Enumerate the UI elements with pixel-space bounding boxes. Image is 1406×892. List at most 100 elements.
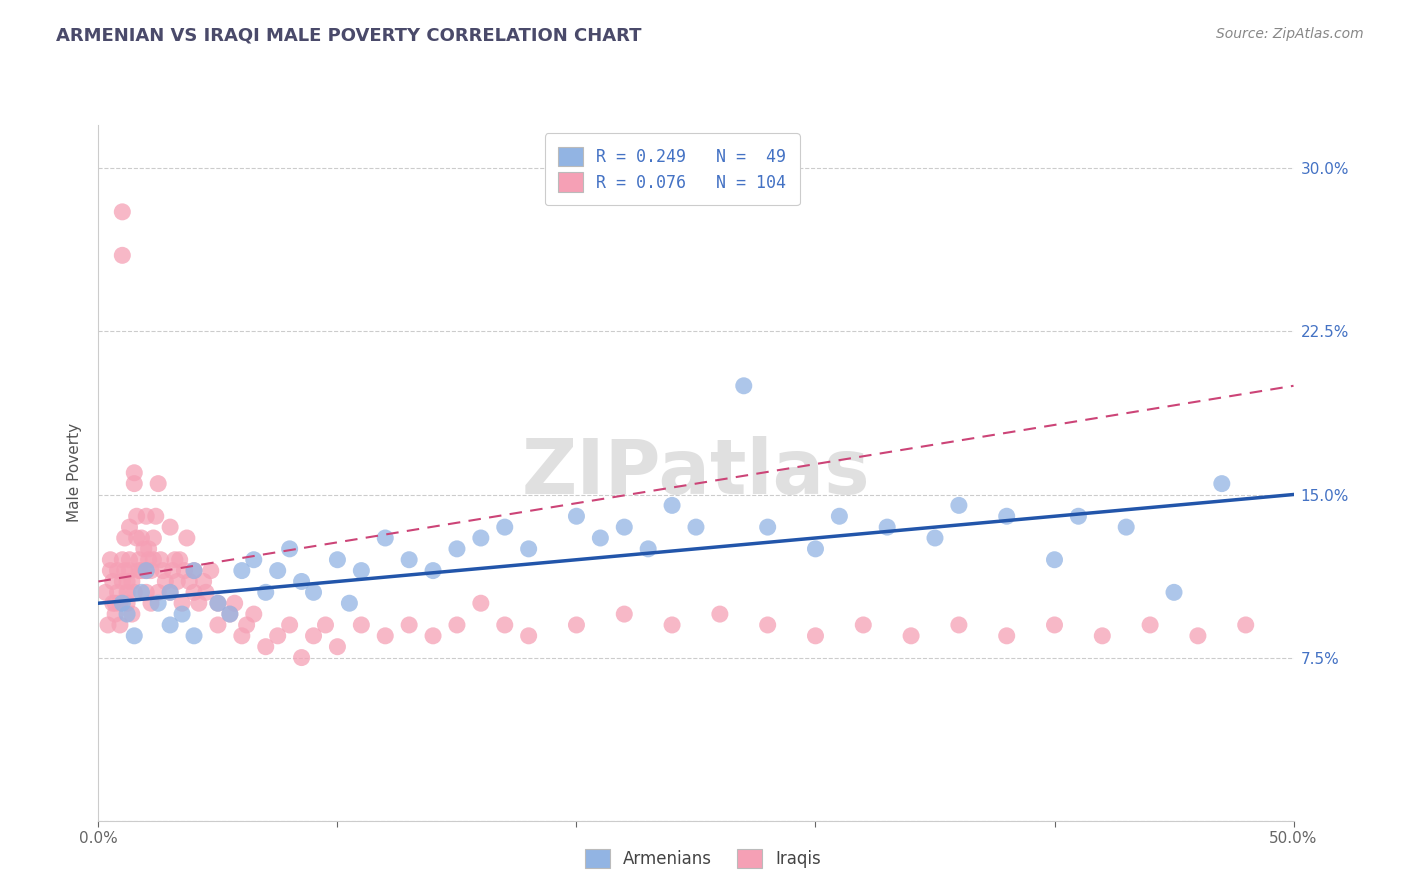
Point (172, 607, 194, 621)
Point (254, 640, 277, 654)
Point (183, 564, 205, 578)
Point (148, 585, 170, 599)
Point (1115, 520, 1137, 534)
Point (121, 574, 143, 589)
Point (162, 564, 184, 578)
Point (135, 564, 157, 578)
Point (107, 564, 129, 578)
Point (207, 618, 229, 632)
Point (278, 541, 301, 556)
Point (183, 564, 205, 578)
Point (1043, 618, 1066, 632)
Point (267, 629, 290, 643)
Point (637, 541, 659, 556)
Point (948, 499, 970, 513)
Point (115, 574, 138, 589)
Point (183, 629, 205, 643)
Point (138, 552, 160, 567)
Point (804, 541, 827, 556)
Point (350, 564, 373, 578)
Point (243, 552, 266, 567)
Point (207, 596, 229, 610)
Point (565, 618, 588, 632)
Point (302, 629, 325, 643)
Point (995, 629, 1018, 643)
Point (108, 618, 131, 632)
Point (121, 607, 143, 621)
Point (115, 585, 138, 599)
Point (326, 552, 349, 567)
Point (135, 509, 157, 524)
Point (111, 596, 134, 610)
Point (398, 618, 420, 632)
Point (101, 574, 124, 589)
Point (124, 585, 146, 599)
Point (124, 466, 146, 480)
Point (733, 378, 755, 392)
Text: ARMENIAN VS IRAQI MALE POVERTY CORRELATION CHART: ARMENIAN VS IRAQI MALE POVERTY CORRELATI… (56, 27, 641, 45)
Point (142, 552, 165, 567)
Point (155, 574, 177, 589)
Point (148, 596, 170, 610)
Point (125, 531, 148, 545)
Point (995, 509, 1018, 524)
Point (163, 552, 186, 567)
Point (278, 618, 301, 632)
Point (159, 585, 181, 599)
Point (111, 204, 134, 219)
Point (565, 509, 588, 524)
Point (118, 552, 141, 567)
Point (118, 564, 141, 578)
Point (924, 531, 946, 545)
Point (470, 531, 492, 545)
Point (176, 531, 198, 545)
Point (111, 552, 134, 567)
Point (169, 552, 191, 567)
Point (114, 564, 136, 578)
Point (97, 618, 120, 632)
Point (135, 564, 157, 578)
Point (1163, 585, 1185, 599)
Point (326, 640, 349, 654)
Point (876, 520, 898, 534)
Point (852, 618, 875, 632)
Point (224, 596, 246, 610)
Point (159, 520, 181, 534)
Point (132, 541, 155, 556)
Text: ZIPatlas: ZIPatlas (522, 436, 870, 509)
Point (138, 541, 160, 556)
Point (350, 618, 373, 632)
Point (139, 564, 162, 578)
Point (193, 574, 215, 589)
Point (219, 607, 242, 621)
Point (613, 520, 636, 534)
Point (107, 585, 129, 599)
Point (291, 574, 314, 589)
Point (94, 585, 117, 599)
Point (108, 596, 131, 610)
Point (135, 585, 157, 599)
Point (111, 248, 134, 262)
Point (900, 629, 922, 643)
Point (685, 520, 707, 534)
Point (661, 618, 683, 632)
Point (124, 476, 146, 491)
Point (183, 585, 205, 599)
Point (267, 564, 290, 578)
Point (128, 564, 150, 578)
Point (589, 531, 612, 545)
Point (756, 618, 779, 632)
Point (101, 596, 124, 610)
Y-axis label: Male Poverty: Male Poverty (67, 423, 83, 523)
Point (804, 629, 827, 643)
Point (159, 618, 181, 632)
Point (1043, 552, 1066, 567)
Point (1091, 629, 1114, 643)
Point (98, 552, 122, 567)
Point (115, 596, 138, 610)
Point (194, 585, 218, 599)
Point (104, 607, 127, 621)
Point (291, 650, 314, 665)
Point (173, 564, 195, 578)
Point (446, 618, 468, 632)
